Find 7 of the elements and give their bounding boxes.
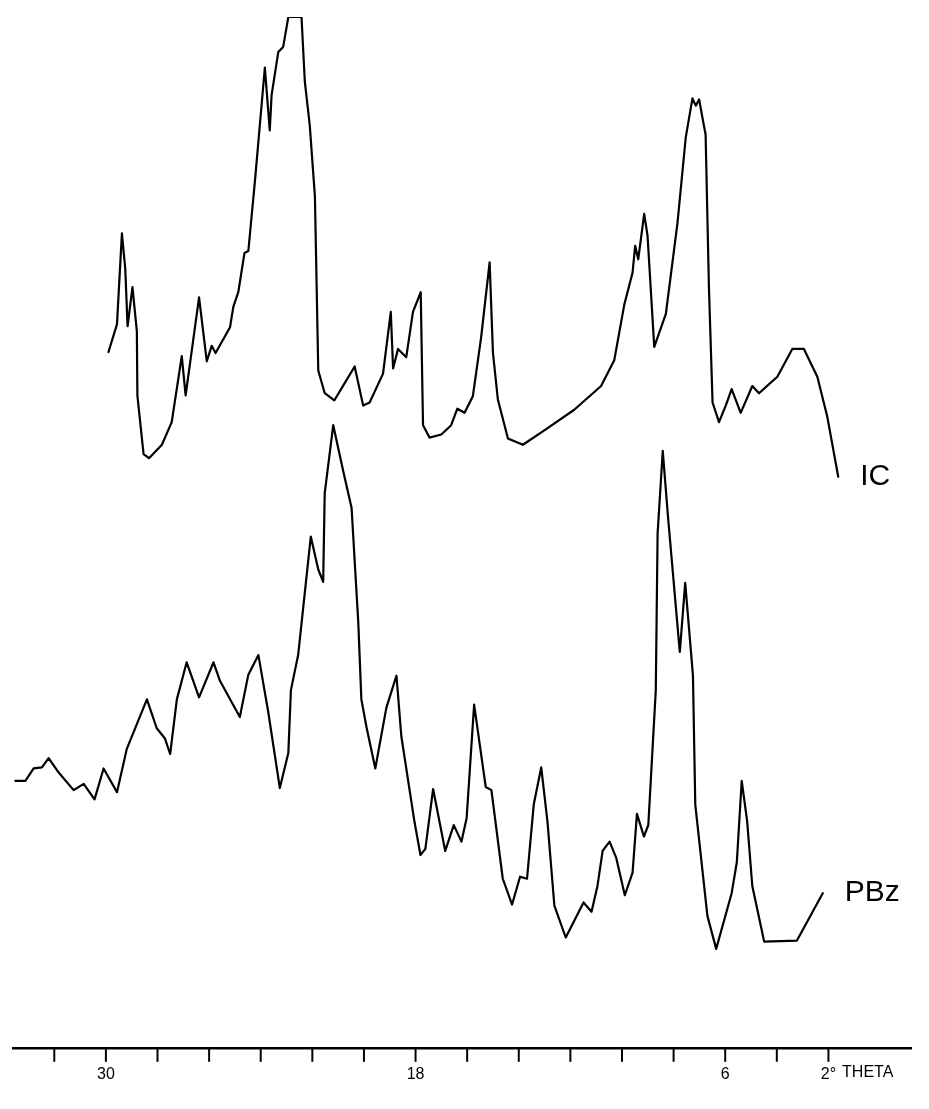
x-tick-label: 2° (820, 1064, 837, 1082)
x-axis-title: THETA (842, 1063, 894, 1081)
x-tick-label: 18 (406, 1064, 425, 1082)
x-tick-label: 30 (97, 1064, 115, 1082)
series-label: IC (860, 458, 891, 491)
series-label: PBz (844, 874, 900, 908)
x-tick-label: 6 (720, 1064, 730, 1082)
